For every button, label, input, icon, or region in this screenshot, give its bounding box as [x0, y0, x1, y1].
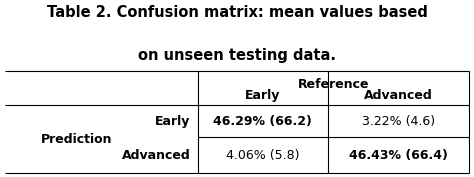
- Text: 46.43% (66.4): 46.43% (66.4): [349, 149, 448, 162]
- Text: 46.29% (66.2): 46.29% (66.2): [213, 115, 312, 128]
- Text: 4.06% (5.8): 4.06% (5.8): [226, 149, 299, 162]
- Text: Advanced: Advanced: [364, 89, 433, 102]
- Text: Table 2. Confusion matrix: mean values based: Table 2. Confusion matrix: mean values b…: [46, 5, 428, 20]
- Text: Reference: Reference: [298, 78, 369, 91]
- Text: Early: Early: [245, 89, 280, 102]
- Text: Advanced: Advanced: [122, 149, 191, 162]
- Text: Prediction: Prediction: [41, 133, 113, 146]
- Text: Early: Early: [155, 115, 191, 128]
- Text: on unseen testing data.: on unseen testing data.: [138, 48, 336, 63]
- Text: 3.22% (4.6): 3.22% (4.6): [362, 115, 435, 128]
